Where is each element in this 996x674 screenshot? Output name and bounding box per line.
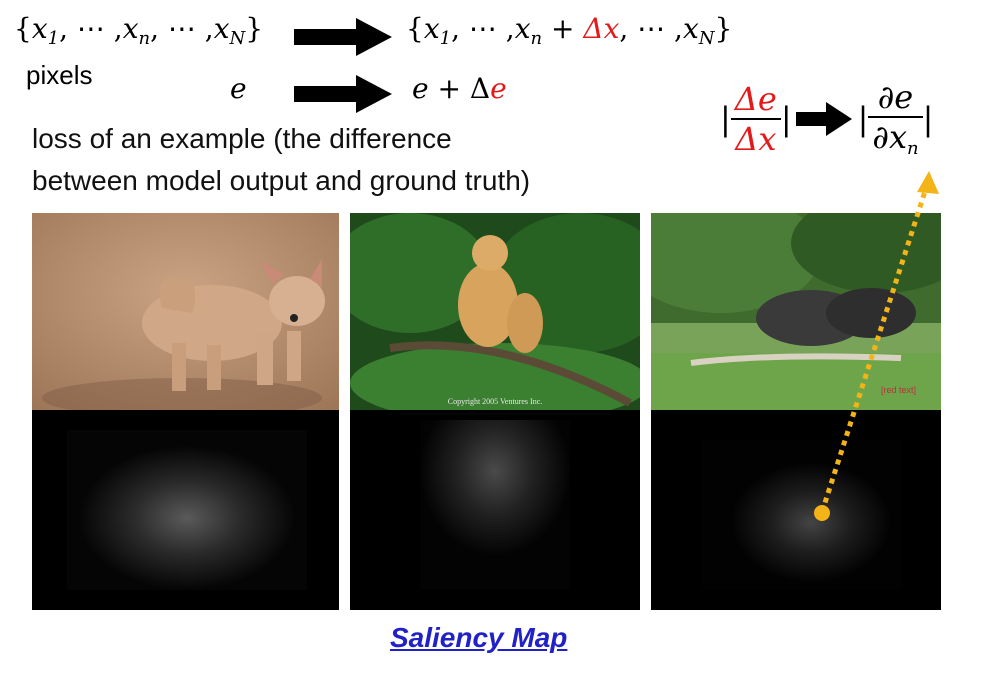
delta-e-e: e (490, 72, 507, 105)
partial-fraction: ∂e ∂xn (868, 78, 923, 159)
loss-perturbed: e + Δe (412, 72, 507, 105)
buffalo-photo: [red text] (651, 213, 941, 410)
panel-dog (32, 213, 339, 610)
monkey-saliency-map (350, 410, 640, 610)
ellipsis-2: , ⋯ , (150, 12, 214, 45)
xN-subscript: N (229, 28, 246, 49)
abs-bar-left: | (720, 99, 731, 138)
plus-sign: + (542, 12, 584, 45)
partial-denominator: ∂xn (868, 118, 922, 159)
brace-close: } (245, 12, 264, 45)
partial-numerator: ∂e (877, 78, 914, 116)
abs-bar-right-2: | (922, 99, 934, 138)
panel-monkey: Copyright 2005 Ventures Inc. (350, 213, 640, 610)
loss-description: loss of an example (the difference betwe… (32, 118, 530, 202)
right-arrow-icon (795, 101, 852, 136)
e-symbol: e (412, 72, 429, 105)
xn-subscript: n (138, 28, 151, 49)
fraction-bar (868, 116, 923, 118)
ellipsis-1: , ⋯ , (59, 12, 123, 45)
ratio-denominator: Δx (735, 119, 777, 158)
pixels-label: pixels (26, 60, 93, 90)
panel-buffalo: [red text] (651, 213, 941, 610)
gradient-formula: | Δe Δx | | ∂e ∂xn | (720, 78, 933, 159)
brace-close: } (714, 12, 733, 45)
x1-symbol: x (423, 12, 440, 45)
buffalo-saliency-map (651, 410, 941, 610)
pixel-set-original: {x1, ⋯ ,xn, ⋯ ,xN} (14, 12, 263, 49)
delta-symbol: Δ (469, 72, 491, 105)
fraction-bar (730, 117, 781, 120)
xn-symbol: x (122, 12, 139, 45)
saliency-map-caption[interactable]: Saliency Map (390, 622, 568, 653)
brace-open: { (406, 12, 424, 45)
abs-bar-right: | (780, 99, 792, 138)
svg-text:Copyright 2005 Ventures Inc.: Copyright 2005 Ventures Inc. (448, 397, 543, 406)
ratio-fraction: Δe Δx (730, 79, 781, 158)
plus-sign: + (428, 72, 470, 105)
brace-open: { (14, 12, 32, 45)
partial-subscript: n (906, 138, 919, 159)
ratio-numerator: Δe (734, 79, 777, 118)
ellipsis-1: , ⋯ , (451, 12, 515, 45)
right-arrow-icon (294, 75, 392, 113)
delta-x: Δx (583, 12, 620, 45)
svg-text:[red text]: [red text] (881, 385, 916, 395)
loss-e-symbol: e (230, 72, 247, 105)
xN-symbol: x (682, 12, 699, 45)
abs-bar-left-2: | (857, 99, 869, 138)
monkey-photo: Copyright 2005 Ventures Inc. (350, 213, 640, 410)
pixel-set-perturbed: {x1, ⋯ ,xn + Δx, ⋯ ,xN} (406, 12, 732, 49)
xn-symbol: x (514, 12, 531, 45)
dog-photo (32, 213, 339, 410)
xn-subscript: n (530, 28, 543, 49)
xN-subscript: N (698, 28, 715, 49)
dog-saliency-map (32, 410, 339, 610)
xN-symbol: x (213, 12, 230, 45)
loss-description-line1: loss of an example (the difference (32, 123, 452, 154)
loss-description-line2: between model output and ground truth) (32, 165, 531, 196)
ellipsis-2: , ⋯ , (619, 12, 683, 45)
right-arrow-icon (294, 18, 392, 56)
x1-subscript: 1 (47, 28, 60, 49)
partial-x: ∂x (872, 118, 907, 156)
x1-symbol: x (31, 12, 48, 45)
x1-subscript: 1 (439, 28, 452, 49)
